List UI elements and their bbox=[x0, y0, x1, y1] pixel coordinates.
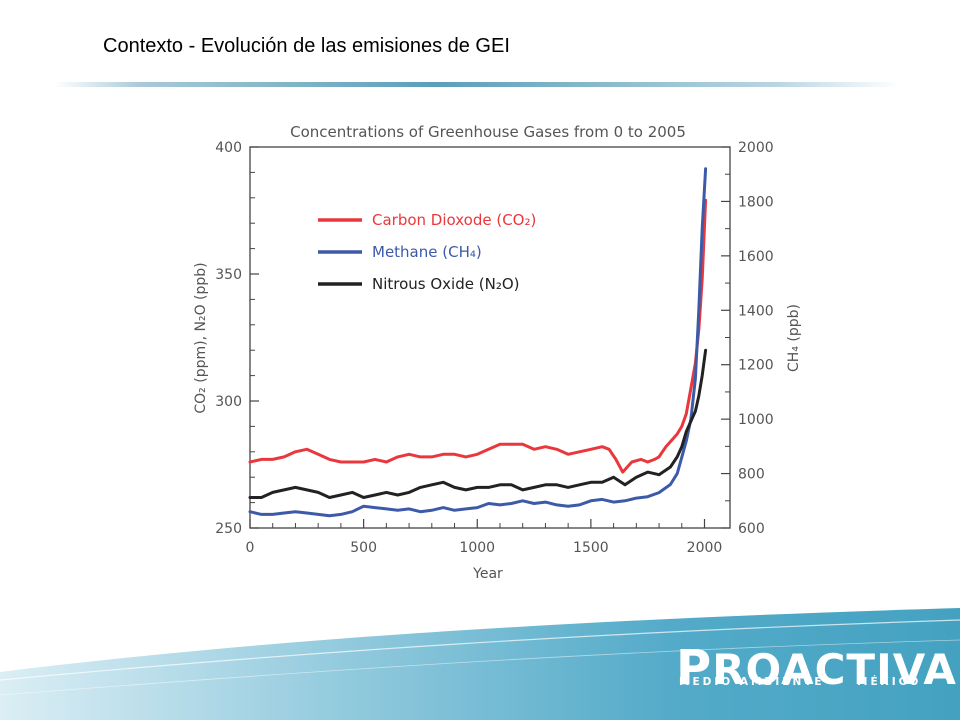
left-tick-label: 400 bbox=[215, 140, 242, 156]
right-tick-label: 1200 bbox=[738, 358, 774, 374]
x-tick-label: 2000 bbox=[687, 540, 723, 556]
logo-subtitle-left: MEDIO AMBIENTE bbox=[679, 676, 825, 688]
series-line bbox=[248, 167, 708, 518]
series-line bbox=[248, 348, 708, 499]
series-lines bbox=[248, 167, 708, 518]
title-rule bbox=[55, 82, 900, 87]
left-tick-label: 250 bbox=[215, 521, 242, 537]
right-tick-label: 1400 bbox=[738, 303, 774, 319]
footer-wave bbox=[0, 608, 960, 720]
legend-label: Carbon Dioxode (CO₂) bbox=[372, 211, 536, 229]
right-tick-label: 2000 bbox=[738, 140, 774, 156]
logo-first-letter: P bbox=[676, 640, 713, 696]
right-tick-label: 600 bbox=[738, 521, 765, 537]
legend-label: Nitrous Oxide (N₂O) bbox=[372, 275, 520, 293]
x-tick-label: 0 bbox=[246, 540, 255, 556]
plot-frame bbox=[249, 146, 731, 529]
x-axis: 0 500 1000 1500 2000 bbox=[246, 519, 723, 556]
left-axis: 250 300 350 400 bbox=[215, 140, 259, 537]
right-tick-label: 1000 bbox=[738, 412, 774, 428]
x-axis-label: Year bbox=[472, 566, 503, 582]
series-line bbox=[248, 198, 708, 474]
left-axis-label: CO₂ (ppm), N₂O (ppb) bbox=[193, 262, 209, 413]
right-axis: 600 800 1000 1200 1400 1600 1800 2000 bbox=[721, 140, 774, 537]
logo-rest: ROACTIVA bbox=[712, 645, 957, 694]
left-tick-label: 300 bbox=[215, 394, 242, 410]
x-tick-label: 1000 bbox=[459, 540, 495, 556]
proactiva-logo: PROACTIVA bbox=[676, 640, 957, 696]
slide-title: Contexto - Evolución de las emisiones de… bbox=[103, 35, 510, 57]
right-tick-label: 800 bbox=[738, 467, 765, 483]
legend-label: Methane (CH₄) bbox=[372, 243, 482, 261]
left-tick-label: 350 bbox=[215, 267, 242, 283]
x-tick-label: 500 bbox=[350, 540, 377, 556]
right-tick-label: 1600 bbox=[738, 249, 774, 265]
logo-subtitle-right: MÉXICO bbox=[857, 676, 922, 688]
legend: Carbon Dioxode (CO₂) Methane (CH₄) Nitrous… bbox=[318, 211, 536, 293]
x-tick-label: 1500 bbox=[573, 540, 609, 556]
chart-title: Concentrations of Greenhouse Gases from … bbox=[290, 123, 686, 141]
right-axis-label: CH₄ (ppb) bbox=[786, 304, 802, 372]
right-tick-label: 1800 bbox=[738, 194, 774, 210]
